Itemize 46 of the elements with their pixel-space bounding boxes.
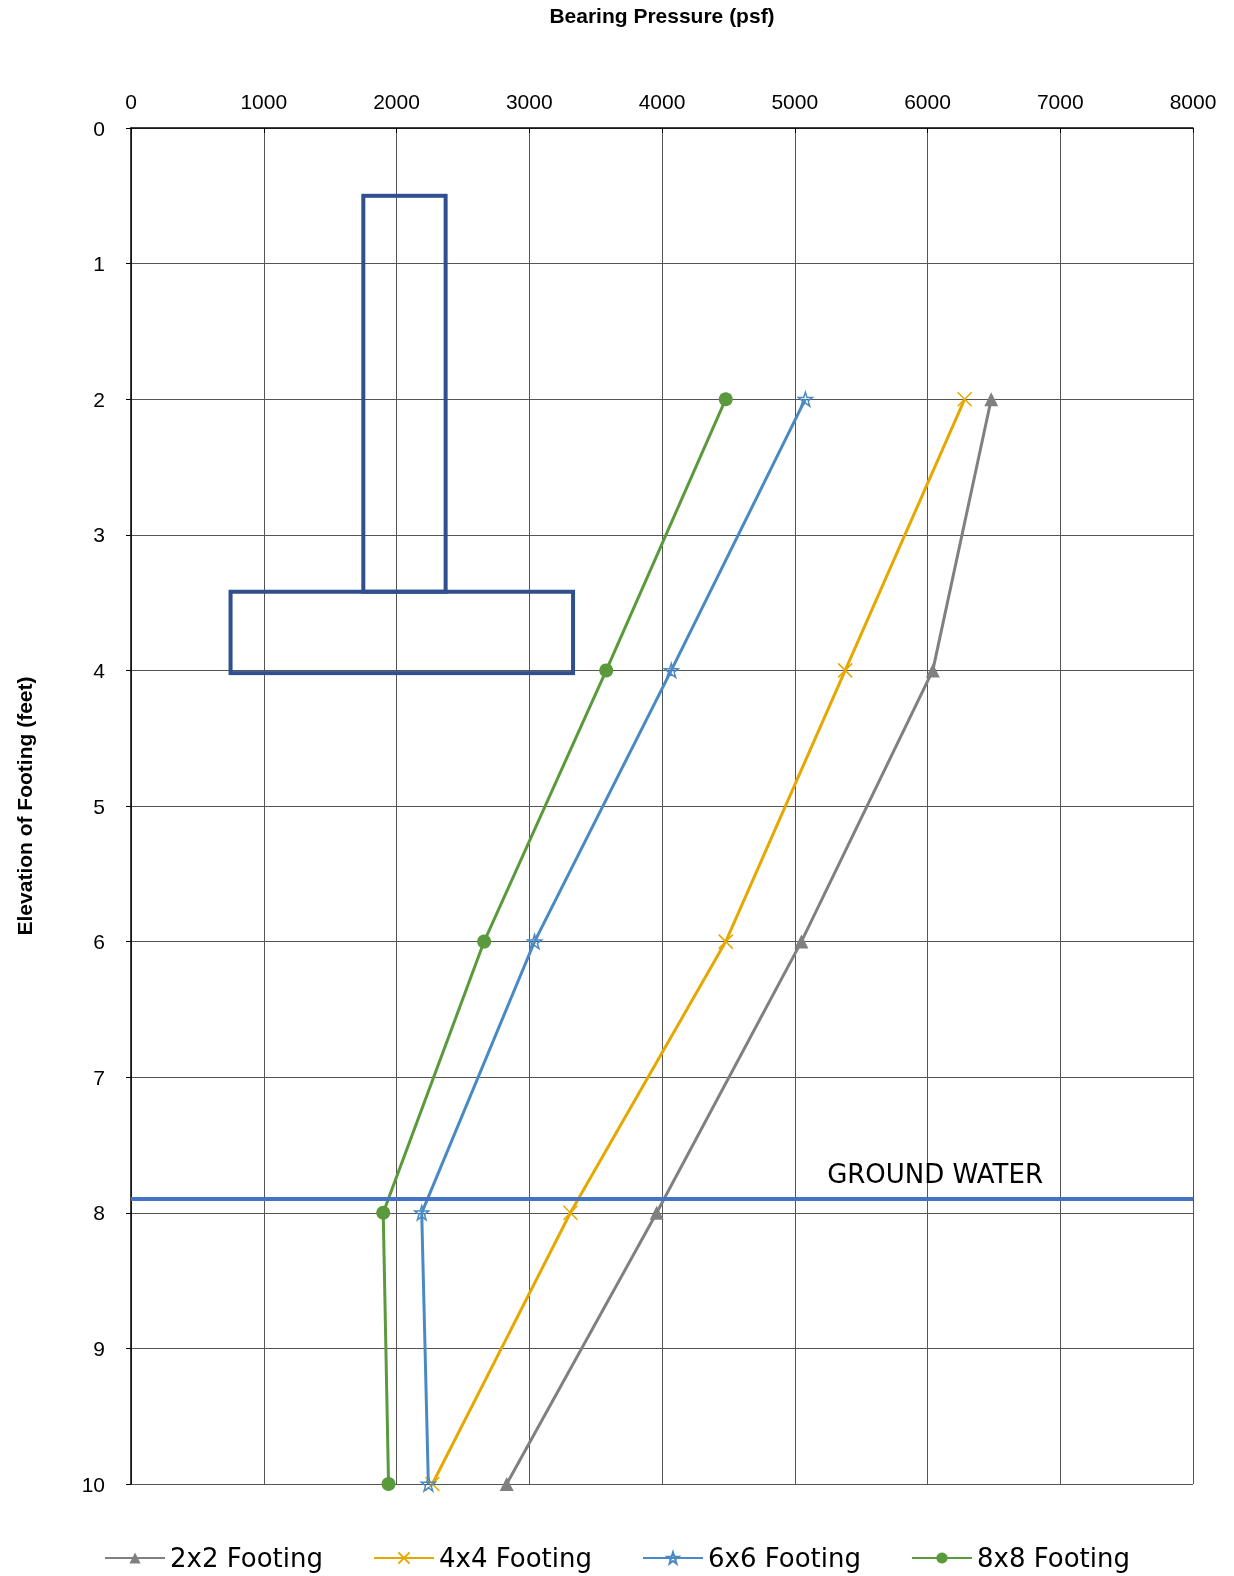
point — [599, 663, 614, 678]
point — [477, 934, 492, 949]
x-tick-label: 6000 — [904, 90, 951, 113]
point — [797, 391, 814, 407]
legend-label: 2x2 Footing — [170, 1543, 324, 1573]
y-tick-label: 9 — [93, 1336, 105, 1360]
point — [717, 933, 734, 950]
point — [526, 933, 543, 950]
point — [984, 392, 999, 407]
point — [663, 662, 680, 679]
x-tick-label: 2000 — [373, 90, 420, 113]
y-tick-label: 10 — [81, 1472, 105, 1496]
y-tick-label: 6 — [93, 930, 105, 954]
x-tick-label: 1000 — [240, 90, 288, 113]
x-tick-label: 0 — [125, 90, 137, 113]
y-tick-label: 4 — [93, 658, 106, 682]
y-tick-label: 0 — [93, 116, 105, 140]
x-tick-label: 3000 — [505, 90, 553, 113]
x-tick-label: 4000 — [638, 90, 686, 113]
point — [649, 1205, 664, 1220]
point — [718, 392, 733, 407]
x-axis-title: Bearing Pressure (psf) — [549, 4, 775, 27]
y-tick-label: 1 — [93, 252, 105, 276]
point — [837, 662, 853, 679]
point — [420, 1476, 437, 1492]
point — [956, 391, 973, 407]
legend-label: 8x8 Footing — [976, 1543, 1130, 1573]
legend-label: 6x6 Footing — [708, 1543, 861, 1573]
point — [499, 1477, 514, 1491]
x-tick-label: 8000 — [1169, 90, 1217, 113]
x-tick-label: 7000 — [1036, 90, 1084, 113]
y-tick-label: 8 — [93, 1201, 105, 1225]
legend-label: 4x4 Footing — [439, 1543, 593, 1573]
point — [794, 934, 809, 949]
y-axis-title: Elevation of Footing (feet) — [13, 676, 36, 936]
y-tick-label: 2 — [93, 387, 105, 411]
y-tick-label: 7 — [93, 1065, 105, 1089]
point — [381, 1477, 396, 1491]
point — [424, 1476, 441, 1492]
point — [413, 1205, 430, 1221]
point — [925, 663, 940, 678]
y-tick-label: 3 — [93, 523, 105, 547]
point — [562, 1205, 579, 1221]
point — [376, 1205, 391, 1220]
x-tick-label: 5000 — [771, 90, 819, 113]
y-tick-label: 5 — [93, 794, 105, 818]
